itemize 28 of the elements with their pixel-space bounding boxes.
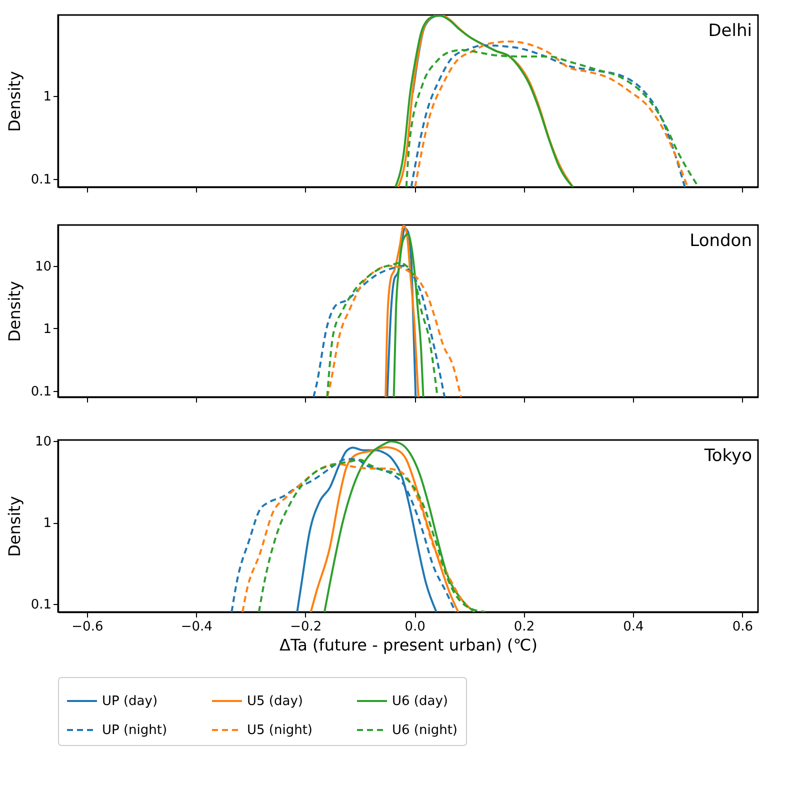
y-axis-title: Density xyxy=(4,496,24,557)
y-tick-label: 0.1 xyxy=(30,384,52,400)
x-tick-label: −0.6 xyxy=(72,620,104,634)
legend-label: UP (night) xyxy=(102,723,168,738)
y-tick-label: 10 xyxy=(34,434,52,450)
x-tick-label: 0.4 xyxy=(623,620,644,634)
chart-title: Tokyo xyxy=(703,446,752,466)
y-tick-label: 1 xyxy=(43,90,52,105)
y-tick-label: 0.1 xyxy=(30,598,52,613)
y-axis-title: Density xyxy=(4,281,24,342)
legend-label: U5 (night) xyxy=(247,723,313,738)
legend-label: U6 (night) xyxy=(392,723,458,738)
y-axis-title: Density xyxy=(4,71,24,132)
y-tick-label: 1 xyxy=(43,322,52,337)
x-tick-label: −0.4 xyxy=(180,620,212,634)
y-tick-label: 0.1 xyxy=(30,172,52,188)
chart-title: Delhi xyxy=(708,21,752,41)
x-tick-label: −0.2 xyxy=(290,620,322,634)
x-tick-label: 0.6 xyxy=(732,620,754,634)
x-axis-title: ΔTa (future - present urban) (℃) xyxy=(280,636,538,654)
x-tick-label: 0.0 xyxy=(404,620,426,634)
y-tick-label: 1 xyxy=(43,516,52,532)
legend-label: UP (day) xyxy=(102,694,158,709)
legend-label: U6 (day) xyxy=(392,694,448,709)
legend-label: U5 (day) xyxy=(247,694,303,709)
x-tick-label: 0.2 xyxy=(514,620,535,634)
y-tick-label: 10 xyxy=(34,259,52,274)
chart-title: London xyxy=(690,231,752,251)
